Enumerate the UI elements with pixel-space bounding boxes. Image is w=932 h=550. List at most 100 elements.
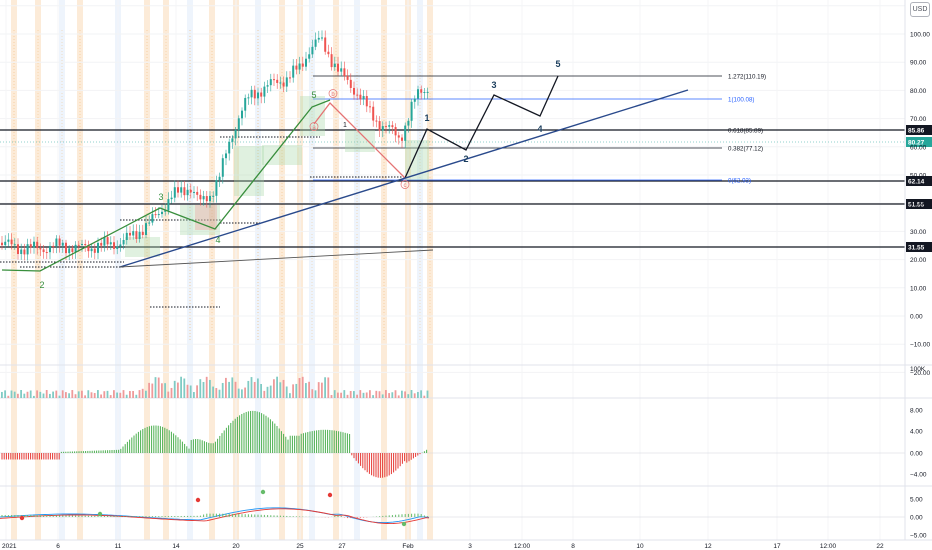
candle-body	[381, 126, 384, 131]
level-label: 31.55	[908, 245, 925, 252]
volume-bar	[330, 394, 333, 398]
histogram-tick: 0.00	[910, 451, 923, 458]
oscillator-tick: −5.00	[910, 533, 927, 540]
volume-bar	[356, 394, 358, 398]
volume-bar	[154, 377, 157, 398]
volume-bar	[263, 390, 266, 398]
candle-body	[266, 85, 269, 87]
volume-bar	[135, 394, 138, 398]
price-tick: −20.00	[910, 370, 930, 377]
volume-bar	[317, 382, 320, 398]
histogram-tick: −4.00	[910, 472, 927, 479]
volume-bar	[170, 387, 173, 398]
candle-body	[122, 239, 125, 245]
candle-body	[129, 232, 131, 236]
fibonacci-extension[interactable]: 1.272(110.19) 1(100.08) 0.618(85.89) 0.382(…	[0, 74, 766, 308]
candle-body	[84, 243, 87, 246]
drawings[interactable]	[1, 75, 689, 272]
price-tick: 80.00	[910, 88, 927, 95]
price-tick: 0.00	[910, 314, 923, 321]
volume-bar	[141, 388, 144, 398]
volume-bar	[1, 391, 3, 398]
volume-bar	[97, 390, 99, 398]
volume-bar	[42, 393, 45, 398]
price-tick: 100.00	[910, 32, 930, 39]
level-label: 62.14	[908, 179, 925, 186]
candle-body	[228, 141, 231, 154]
volume-bar	[369, 390, 371, 398]
candle-body	[138, 231, 141, 239]
wave-label-black: 1	[343, 122, 347, 129]
candle-body	[164, 210, 167, 212]
volume-bar	[71, 390, 74, 398]
horizontal-levels[interactable]: 85.86 80.27 62.14 51.55 31.55	[0, 125, 932, 252]
highlight-box-2	[234, 146, 264, 196]
volume-bar	[173, 380, 176, 398]
volume-bar	[87, 390, 90, 398]
date-tick: 6	[56, 543, 60, 550]
volume-bar	[29, 390, 32, 398]
volume-bar	[237, 388, 240, 398]
candle-body	[327, 51, 330, 55]
volume-bar	[7, 395, 10, 398]
currency-badge[interactable]: USD	[910, 2, 930, 17]
oscillator-pane	[0, 489, 905, 527]
candle-body	[231, 138, 234, 142]
volume-bar	[209, 379, 211, 398]
volume-bar	[327, 377, 330, 398]
candle-body	[250, 89, 253, 98]
volume-bar	[391, 392, 394, 398]
volume-bar	[394, 390, 397, 398]
cross-dot-1	[97, 511, 103, 517]
candle-body	[311, 46, 314, 55]
price-axis[interactable]: 130.00120.00110.00100.0090.0080.0070.006…	[904, 0, 930, 540]
candle-body	[33, 241, 35, 248]
cross-dot-0	[19, 515, 25, 521]
candle-body	[20, 249, 23, 255]
candle-body	[151, 214, 154, 223]
candle-body	[81, 243, 83, 245]
candle-body	[417, 89, 419, 99]
candle-body	[247, 97, 250, 99]
volume-bar	[151, 383, 154, 398]
volume-bar	[212, 386, 214, 398]
candle-body	[26, 244, 29, 255]
volume-bar	[385, 390, 387, 398]
cross-dot-4	[327, 492, 333, 498]
candle-body	[141, 231, 144, 236]
candle-body	[199, 194, 202, 200]
volume-bar	[180, 376, 182, 398]
volume-bar	[292, 384, 294, 398]
volume-bar	[177, 382, 179, 398]
volume-bar	[343, 390, 346, 398]
volume-bar	[205, 376, 208, 398]
wave-label-green: 3	[158, 192, 163, 202]
date-tick: 10	[636, 543, 644, 550]
time-axis[interactable]: 2021 6 11 14 20 25 27 Feb 3 12:00 8 10 12 17 12:00 22	[0, 539, 932, 550]
candle-body	[237, 118, 240, 130]
volume-bar	[426, 390, 429, 398]
candle-body	[225, 153, 227, 159]
volume-bar	[276, 376, 278, 398]
level-label: 51.55	[908, 202, 925, 209]
candle-body	[61, 242, 64, 246]
volume-bar	[61, 390, 64, 398]
level-tag	[906, 242, 932, 252]
candle-body	[4, 241, 7, 246]
wave-label-red: b	[331, 92, 335, 98]
volume-bar	[52, 391, 54, 398]
volume-bar	[65, 392, 67, 398]
volume-bar	[423, 395, 426, 398]
wave-label-projection: 2	[463, 154, 468, 164]
candle-body	[330, 54, 333, 68]
highlight-box-4	[345, 130, 375, 152]
volume-bar	[404, 391, 406, 398]
volume-bar	[285, 386, 288, 398]
candle-body	[132, 231, 135, 236]
candle-body	[234, 129, 237, 139]
volume-bar	[90, 392, 93, 398]
candle-body	[394, 127, 397, 136]
candle-body	[289, 77, 291, 79]
date-tick: 12:00	[820, 543, 837, 550]
